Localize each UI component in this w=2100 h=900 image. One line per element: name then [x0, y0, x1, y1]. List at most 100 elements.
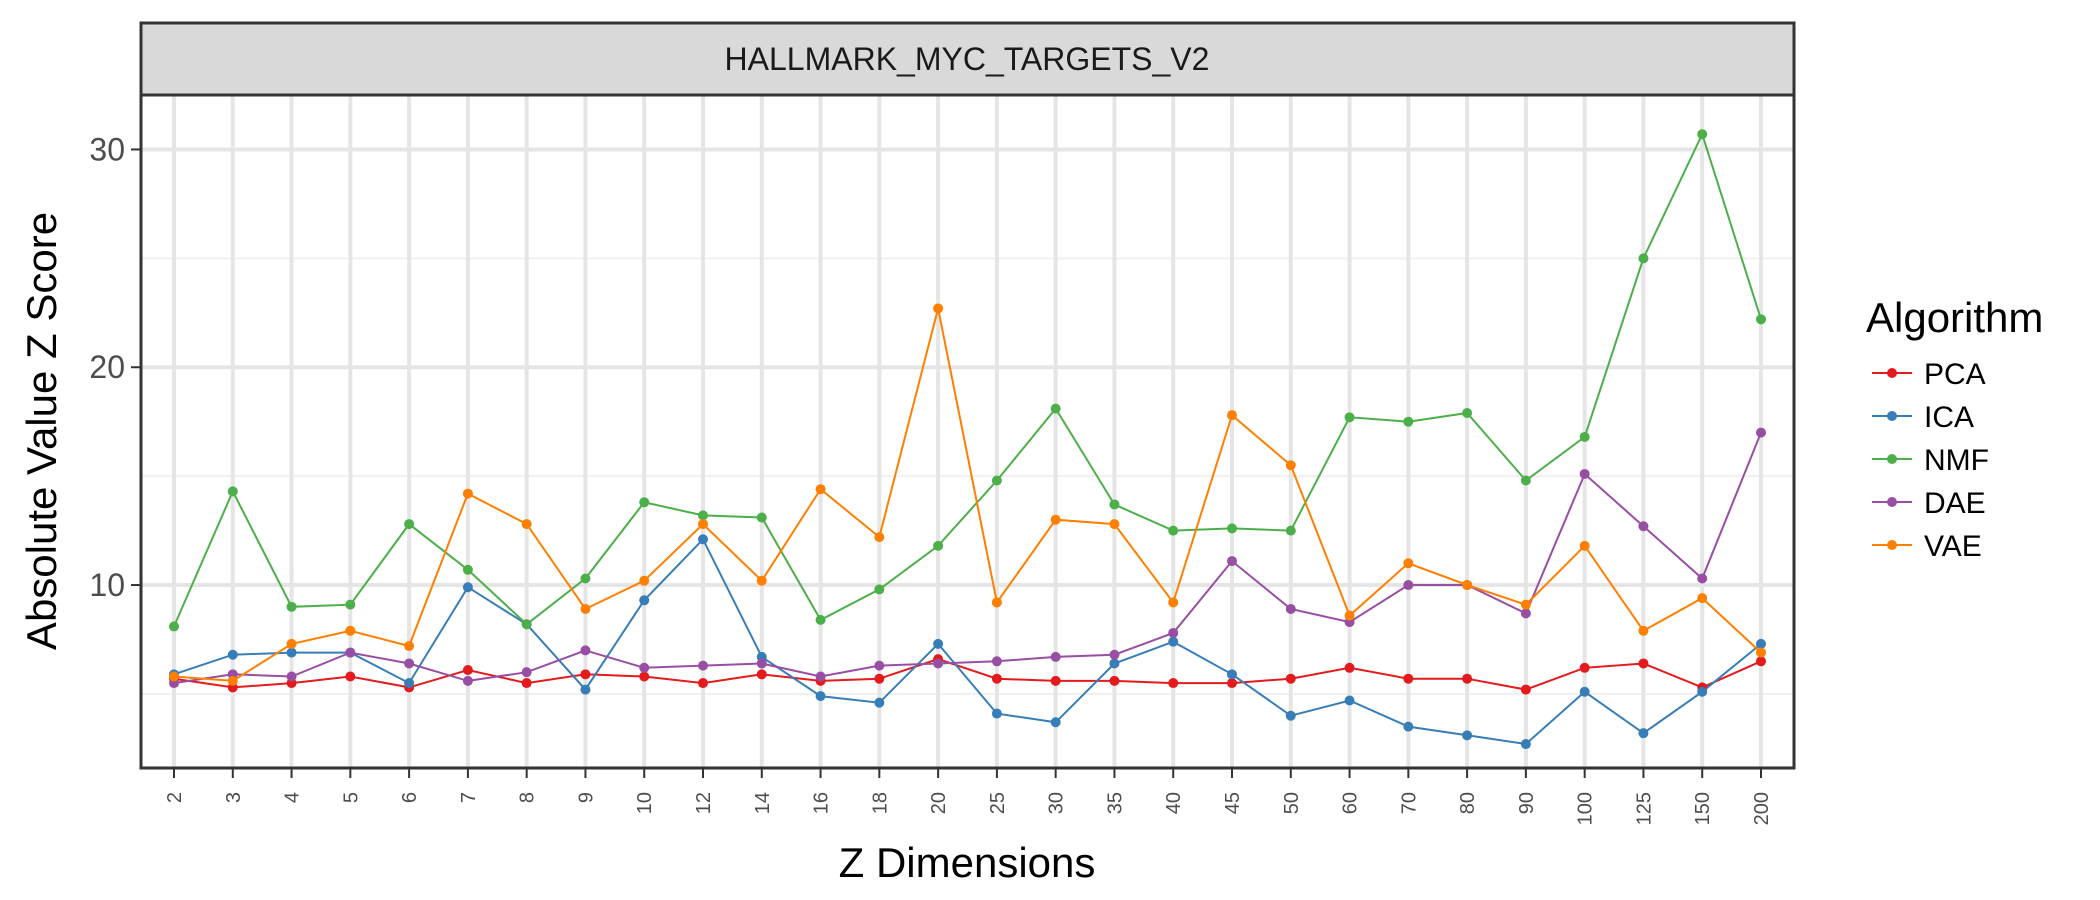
data-point-dae	[1520, 608, 1531, 619]
data-point-pca	[1756, 656, 1766, 667]
data-point-vae	[874, 532, 885, 543]
x-tick-label: 9	[575, 792, 597, 803]
legend-title: Algorithm	[1866, 294, 2043, 341]
data-point-pca	[1579, 662, 1590, 673]
data-point-ica	[1285, 710, 1296, 721]
legend-label-nmf: NMF	[1924, 444, 1989, 477]
x-axis-title: Z Dimensions	[839, 839, 1096, 886]
data-point-pca	[1109, 675, 1120, 686]
legend-key-point	[1887, 368, 1897, 378]
data-point-ica	[1697, 686, 1708, 697]
data-point-nmf	[286, 601, 297, 612]
data-point-pca	[462, 664, 473, 675]
data-point-nmf	[1050, 403, 1061, 414]
data-point-nmf	[1168, 525, 1179, 536]
data-point-pca	[991, 673, 1002, 684]
data-point-dae	[521, 667, 532, 678]
data-point-dae	[1109, 649, 1120, 660]
y-tick-label: 20	[89, 349, 125, 385]
legend: Algorithm PCA ICA NMF DAE VAE	[1866, 294, 2043, 563]
x-tick-label: 6	[399, 792, 421, 803]
x-tick-label: 14	[752, 792, 774, 814]
data-point-nmf	[1638, 253, 1649, 264]
data-point-ica	[815, 691, 826, 702]
data-point-vae	[933, 303, 944, 314]
data-point-pca	[1285, 673, 1296, 684]
data-point-pca	[874, 673, 885, 684]
data-point-nmf	[580, 573, 591, 584]
data-point-dae	[1697, 573, 1708, 584]
data-point-pca	[1168, 678, 1179, 689]
x-tick-label: 4	[282, 792, 304, 803]
data-point-ica	[1403, 721, 1414, 732]
x-tick-label: 60	[1340, 792, 1362, 814]
x-tick-label: 35	[1104, 792, 1126, 814]
data-point-dae	[933, 658, 944, 669]
data-point-nmf	[874, 584, 885, 595]
data-point-vae	[404, 641, 415, 652]
data-point-nmf	[227, 486, 238, 497]
x-tick-label: 100	[1575, 792, 1597, 825]
data-point-nmf	[698, 510, 708, 521]
x-tick-label: 16	[811, 792, 833, 814]
data-point-nmf	[1227, 523, 1237, 534]
data-point-vae	[462, 488, 473, 499]
legend-label-ica: ICA	[1924, 401, 1974, 434]
series-points	[169, 129, 1766, 750]
y-tick-label: 30	[89, 131, 125, 167]
data-point-vae	[1344, 610, 1355, 621]
data-point-dae	[404, 658, 415, 669]
y-tick-label: 10	[89, 567, 125, 603]
x-tick-label: 50	[1281, 792, 1303, 814]
data-point-vae	[1520, 599, 1531, 610]
data-point-pca	[1050, 675, 1061, 686]
x-tick-label: 18	[869, 792, 891, 814]
data-point-pca	[1403, 673, 1414, 684]
data-point-vae	[1050, 514, 1061, 525]
data-point-nmf	[991, 475, 1002, 486]
series-line-pca	[173, 658, 1762, 691]
data-point-ica	[933, 638, 944, 649]
data-point-vae	[1168, 597, 1179, 608]
data-point-vae	[815, 484, 826, 495]
y-axis-title: Absolute Value Z Score	[18, 212, 65, 650]
data-point-dae	[286, 671, 297, 682]
data-point-vae	[580, 604, 591, 615]
data-point-ica	[1050, 717, 1061, 728]
x-tick-label: 80	[1457, 792, 1479, 814]
data-point-ica	[1168, 636, 1179, 647]
data-point-ica	[1109, 658, 1120, 669]
legend-key-point	[1887, 411, 1897, 421]
data-point-nmf	[639, 497, 650, 508]
data-point-vae	[1638, 625, 1649, 636]
data-point-dae	[580, 645, 591, 656]
plot-panel	[141, 95, 1794, 768]
data-point-vae	[345, 625, 356, 636]
legend-key-point	[1887, 540, 1897, 550]
data-point-ica	[1520, 739, 1531, 750]
data-point-pca	[756, 669, 767, 680]
data-point-ica	[1579, 686, 1590, 697]
x-tick-label: 125	[1633, 792, 1655, 825]
series-line-nmf	[173, 131, 1762, 627]
legend-label-pca: PCA	[1924, 358, 1986, 391]
data-point-dae	[815, 671, 826, 682]
data-point-nmf	[1403, 416, 1414, 427]
data-point-nmf	[169, 621, 179, 632]
data-point-nmf	[1520, 475, 1531, 486]
legend-label-vae: VAE	[1924, 530, 1982, 563]
data-point-nmf	[1756, 314, 1766, 325]
series-line-ica	[173, 537, 1762, 746]
legend-key-point	[1887, 454, 1897, 464]
data-point-ica	[462, 582, 473, 593]
chart-title: HALLMARK_MYC_TARGETS_V2	[725, 41, 1210, 77]
data-point-ica	[1638, 728, 1649, 739]
data-point-nmf	[815, 614, 826, 625]
data-point-nmf	[462, 564, 473, 575]
data-point-vae	[169, 671, 179, 682]
data-point-pca	[1638, 658, 1649, 669]
data-point-nmf	[521, 619, 532, 630]
data-point-ica	[874, 697, 885, 708]
x-tick-label: 5	[340, 792, 362, 803]
